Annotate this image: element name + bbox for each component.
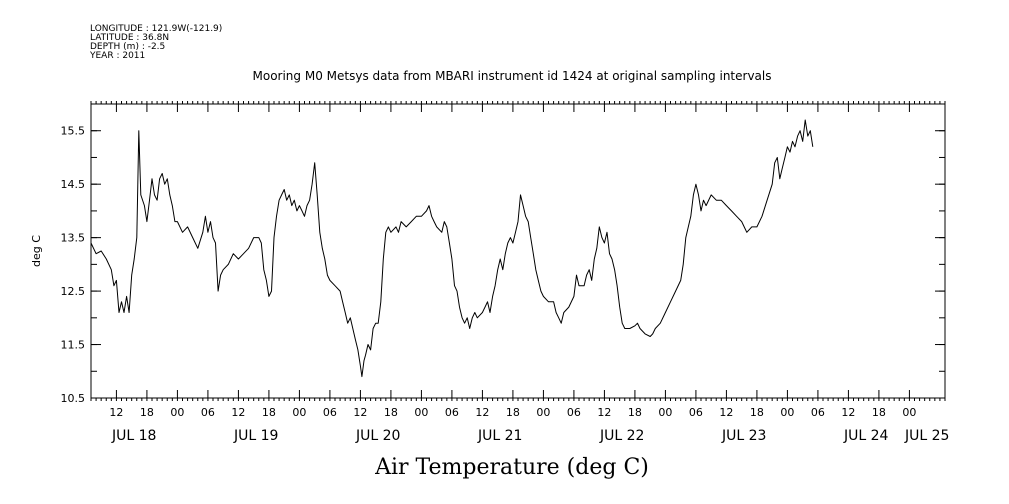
x-day-label: JUL 25 <box>904 428 949 444</box>
x-hour-tick-label: 18 <box>750 406 764 419</box>
x-hour-tick-label: 18 <box>384 406 398 419</box>
y-tick-label: 15.5 <box>61 125 86 138</box>
x-hour-tick-label: 12 <box>597 406 611 419</box>
x-hour-tick-label: 12 <box>353 406 367 419</box>
x-hour-tick-label: 06 <box>445 406 459 419</box>
x-hour-tick-label: 06 <box>323 406 337 419</box>
header-line-depth: DEPTH (m) : -2.5 <box>90 42 165 52</box>
y-tick-label: 14.5 <box>61 178 86 191</box>
series-line <box>90 119 814 378</box>
x-hour-tick-label: 12 <box>231 406 245 419</box>
x-hour-tick-label: 00 <box>658 406 672 419</box>
chart-title: Mooring M0 Metsys data from MBARI instru… <box>253 69 772 83</box>
x-hour-tick-label: 06 <box>811 406 825 419</box>
x-hour-tick-label: 12 <box>475 406 489 419</box>
plot-frame <box>90 103 946 399</box>
x-hour-tick-label: 06 <box>689 406 703 419</box>
x-hour-tick-label: 00 <box>292 406 306 419</box>
x-day-label: JUL 19 <box>233 428 278 444</box>
x-hour-tick-label: 00 <box>780 406 794 419</box>
x-day-label: JUL 24 <box>843 428 889 444</box>
header-line-longitude: LONGITUDE : 121.9W(-121.9) <box>90 24 222 34</box>
header-line-year: YEAR : 2011 <box>89 51 145 61</box>
x-hour-tick-label: 00 <box>536 406 550 419</box>
x-day-label: JUL 18 <box>111 428 156 444</box>
x-hour-tick-label: 18 <box>140 406 154 419</box>
x-hour-tick-label: 18 <box>262 406 276 419</box>
x-hour-tick-label: 12 <box>719 406 733 419</box>
x-hour-tick-label: 12 <box>841 406 855 419</box>
x-hour-tick-label: 00 <box>902 406 916 419</box>
x-day-label: JUL 20 <box>355 428 400 444</box>
x-day-label: JUL 22 <box>599 428 644 444</box>
x-hour-tick-label: 18 <box>872 406 886 419</box>
x-day-label: JUL 23 <box>721 428 766 444</box>
x-hour-tick-label: 18 <box>506 406 520 419</box>
y-tick-label: 11.5 <box>61 339 86 352</box>
y-tick-label: 10.5 <box>61 392 86 405</box>
header-line-latitude: LATITUDE : 36.8N <box>90 33 169 43</box>
y-tick-label: 13.5 <box>61 232 86 245</box>
y-tick-label: 12.5 <box>61 285 86 298</box>
x-hour-tick-label: 06 <box>567 406 581 419</box>
x-hour-tick-label: 00 <box>414 406 428 419</box>
x-axis-title: Air Temperature (deg C) <box>374 455 649 480</box>
x-axis: 12 18 00 06 12 18 00 06 12 18 00 06 12 18 00 06 12 18 00 06… <box>109 104 949 444</box>
x-hour-tick-label: 00 <box>170 406 184 419</box>
x-hour-tick-label: 06 <box>201 406 215 419</box>
minor-ticks <box>90 101 946 401</box>
x-hour-tick-label: 18 <box>628 406 642 419</box>
x-day-label: JUL 21 <box>477 428 522 444</box>
metadata-header: LONGITUDE : 121.9W(-121.9) LATITUDE : 36… <box>89 24 222 61</box>
series-group <box>90 119 814 378</box>
y-axis-label: deg C <box>30 235 43 267</box>
x-hour-tick-label: 12 <box>109 406 123 419</box>
y-axis: 10.5 11.5 12.5 13.5 14.5 15.5 <box>61 103 945 405</box>
